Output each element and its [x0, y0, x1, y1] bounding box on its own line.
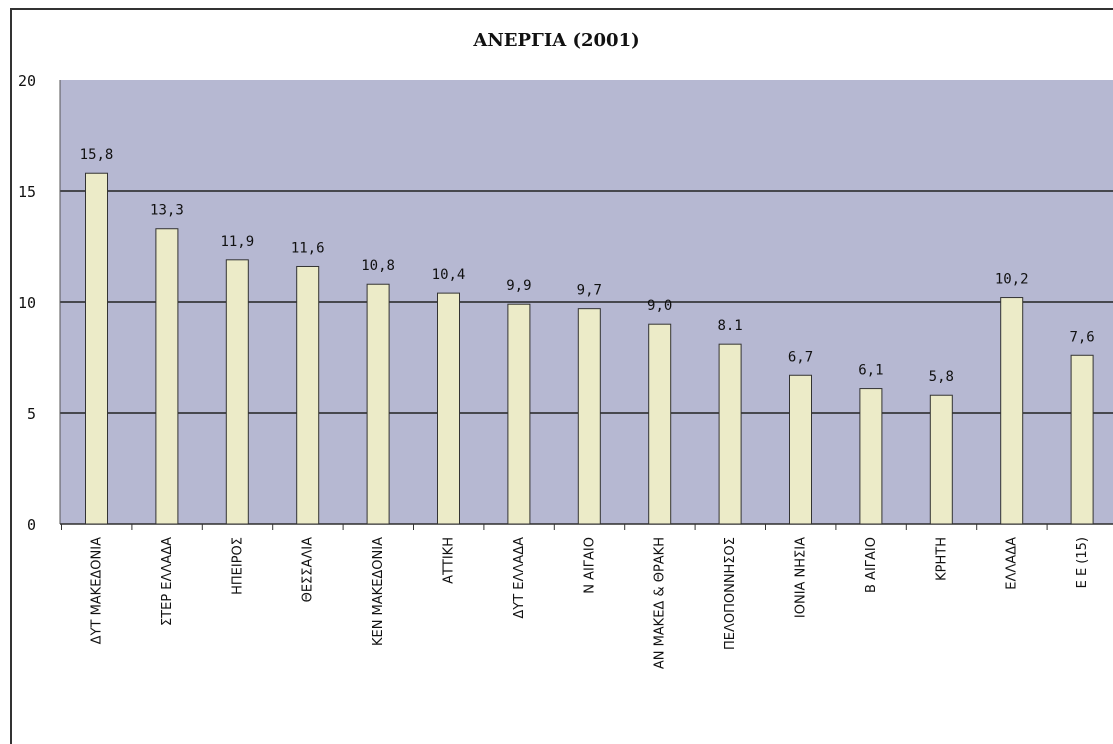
- bar: [296, 265, 320, 525]
- bar: [577, 308, 601, 525]
- data-label: 15,8: [80, 147, 114, 163]
- x-tick-label: ΘΕΣΣΑΛΙΑ: [301, 537, 316, 602]
- data-label: 5,8: [929, 369, 954, 385]
- chart-title: ΑΝΕΡΓΙΑ (2001): [473, 30, 640, 51]
- x-tick-label: ΙΟΝΙΑ ΝΗΣΙΑ: [794, 537, 809, 618]
- x-tick-label: Ν ΑΙΓΑΙΟ: [582, 537, 597, 594]
- x-tick-label: ΑΤΤΙΚΗ: [442, 537, 457, 584]
- y-tick-label: 0: [27, 516, 36, 534]
- y-tick-label: 10: [18, 294, 36, 312]
- bar: [718, 343, 742, 525]
- x-tick-label: ΣΤΕΡ ΕΛΛΑΔΑ: [160, 537, 175, 626]
- y-tick-label: 15: [18, 183, 36, 201]
- x-tick-label: ΗΠΕΙΡΟΣ: [230, 537, 245, 595]
- x-tick-label: ΠΕΛΟΠΟΝΝΗΣΟΣ: [723, 537, 738, 650]
- x-tick-label: ΚΡΗΤΗ: [934, 537, 949, 581]
- bar: [507, 303, 531, 525]
- bar: [366, 283, 390, 525]
- x-tick-label: Β ΑΙΓΑΙΟ: [864, 537, 879, 593]
- x-tick-label: Ε Ε (15): [1075, 537, 1090, 588]
- bar: [789, 374, 812, 525]
- x-tick-label: ΚΕΝ ΜΑΚΕΔΟΝΙΑ: [371, 537, 386, 646]
- bar: [648, 323, 672, 525]
- x-tick-label: ΔΥΤ ΕΛΛΑΔΑ: [512, 537, 527, 619]
- x-tick-label: ΑΝ ΜΑΚΕΔ & ΘΡΑΚΗ: [653, 537, 668, 669]
- data-label: 9,7: [577, 283, 602, 299]
- data-label: 13,3: [150, 203, 184, 219]
- data-label: 9,0: [647, 298, 672, 314]
- data-label: 10,8: [361, 258, 395, 274]
- bar: [859, 388, 883, 525]
- data-label: 7,6: [1069, 329, 1094, 345]
- bar: [155, 228, 179, 525]
- x-tick-label: ΔΥΤ ΜΑΚΕΔΟΝΙΑ: [90, 537, 105, 644]
- data-label: 9,9: [506, 278, 531, 294]
- bar: [225, 259, 249, 525]
- data-label: 6,7: [788, 349, 813, 365]
- data-label: 11,6: [291, 240, 325, 256]
- bar: [1070, 354, 1094, 525]
- data-label: 8.1: [717, 318, 742, 334]
- bar: [929, 394, 953, 525]
- bar: [1000, 297, 1024, 525]
- bar: [437, 292, 460, 525]
- bar: [85, 172, 108, 525]
- data-label: 10,4: [432, 267, 466, 283]
- y-tick-label: 20: [18, 72, 36, 90]
- data-label: 10,2: [995, 272, 1029, 288]
- y-tick-label: 5: [27, 405, 36, 423]
- data-label: 11,9: [220, 234, 254, 250]
- x-tick-label: ΕΛΛΑΔΑ: [1005, 537, 1020, 590]
- data-label: 6,1: [858, 363, 883, 379]
